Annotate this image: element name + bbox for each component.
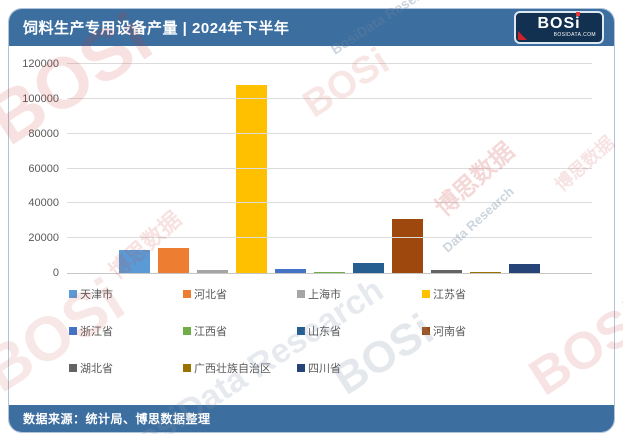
legend-swatch-icon — [69, 327, 77, 335]
bars — [67, 64, 592, 273]
legend-label: 山东省 — [308, 326, 341, 338]
chart-area: 0 20000 40000 60000 80000 100000 120000 天津市 河北省… — [9, 46, 614, 405]
legend-swatch-icon — [69, 364, 77, 372]
legend-label: 河南省 — [433, 326, 466, 338]
gridline — [67, 97, 592, 99]
legend-swatch-icon — [297, 364, 305, 372]
gridline — [67, 167, 592, 169]
bar-广西壮族自治区 — [470, 271, 501, 273]
footer-bar: 数据来源：统计局、博思数据整理 — [9, 405, 614, 432]
bosi-logo: BOSi BOSIDATA.COM — [514, 11, 604, 44]
bar-山东省 — [353, 263, 384, 273]
y-tick-label: 40000 — [28, 197, 59, 210]
legend-swatch-icon — [183, 364, 191, 372]
legend-label: 河北省 — [194, 289, 227, 301]
y-axis: 0 20000 40000 60000 80000 100000 120000 — [9, 58, 67, 279]
legend-item-湖北省: 湖北省 — [69, 360, 183, 376]
data-source-text: 数据来源：统计局、博思数据整理 — [23, 412, 211, 426]
bar-四川省 — [509, 264, 540, 273]
gridline — [67, 132, 592, 134]
legend-item-江西省: 江西省 — [183, 323, 297, 339]
gridline — [67, 202, 592, 204]
gridline — [67, 63, 592, 64]
y-tick-label: 120000 — [22, 58, 59, 70]
y-tick-label: 20000 — [28, 232, 59, 245]
logo-domain: BOSIDATA.COM — [553, 31, 596, 38]
bar-浙江省 — [275, 268, 306, 273]
legend-item-浙江省: 浙江省 — [69, 323, 183, 339]
legend-item-四川省: 四川省 — [297, 360, 422, 376]
bar-江西省 — [314, 271, 345, 273]
bar-河北省 — [158, 247, 189, 273]
gridline — [67, 237, 592, 239]
legend-item-广西壮族自治区: 广西壮族自治区 — [183, 360, 297, 376]
legend-label: 广西壮族自治区 — [194, 363, 271, 375]
chart-widget: 饲料生产专用设备产量 | 2024年下半年 BOSi BOSIDATA.COM … — [8, 8, 615, 433]
legend-label: 上海市 — [308, 289, 341, 301]
y-tick-label: 100000 — [22, 92, 59, 105]
legend-swatch-icon — [297, 327, 305, 335]
logo-wordmark: BOSi — [537, 14, 581, 32]
bar-上海市 — [197, 270, 228, 273]
legend-label: 四川省 — [308, 363, 341, 375]
legend-item-天津市: 天津市 — [69, 286, 183, 302]
y-tick-label: 80000 — [28, 127, 59, 140]
legend: 天津市 河北省 上海市 江苏省浙江省 江西省 山东省 河南省湖北省 广西壮族自治区 四川省 — [69, 286, 606, 376]
logo-letter-i: i — [575, 14, 581, 32]
legend-swatch-icon — [183, 290, 191, 298]
legend-swatch-icon — [422, 327, 430, 335]
legend-label: 天津市 — [80, 289, 113, 301]
bar-河南省 — [392, 219, 423, 273]
legend-item-山东省: 山东省 — [297, 323, 422, 339]
legend-label: 江西省 — [194, 326, 227, 338]
header-bar: 饲料生产专用设备产量 | 2024年下半年 BOSi BOSIDATA.COM — [9, 9, 614, 46]
logo-triangle-icon — [518, 31, 527, 40]
bar-天津市 — [119, 250, 150, 273]
bar-江苏省 — [236, 84, 267, 273]
y-tick-label: 0 — [52, 267, 59, 279]
legend-item-河南省: 河南省 — [422, 323, 606, 339]
y-tick-label: 60000 — [28, 162, 59, 175]
legend-swatch-icon — [69, 290, 77, 298]
legend-item-河北省: 河北省 — [183, 286, 297, 302]
legend-item-江苏省: 江苏省 — [422, 286, 606, 302]
legend-label: 浙江省 — [80, 326, 113, 338]
legend-swatch-icon — [422, 290, 430, 298]
legend-label: 湖北省 — [80, 363, 113, 375]
bar-湖北省 — [431, 269, 462, 273]
legend-swatch-icon — [183, 327, 191, 335]
page-title: 饲料生产专用设备产量 | 2024年下半年 — [23, 20, 290, 37]
plot-wrap: 0 20000 40000 60000 80000 100000 120000 — [9, 58, 592, 279]
legend-swatch-icon — [297, 290, 305, 298]
legend-label: 江苏省 — [433, 289, 466, 301]
plot-area — [67, 63, 592, 274]
legend-item-上海市: 上海市 — [297, 286, 422, 302]
